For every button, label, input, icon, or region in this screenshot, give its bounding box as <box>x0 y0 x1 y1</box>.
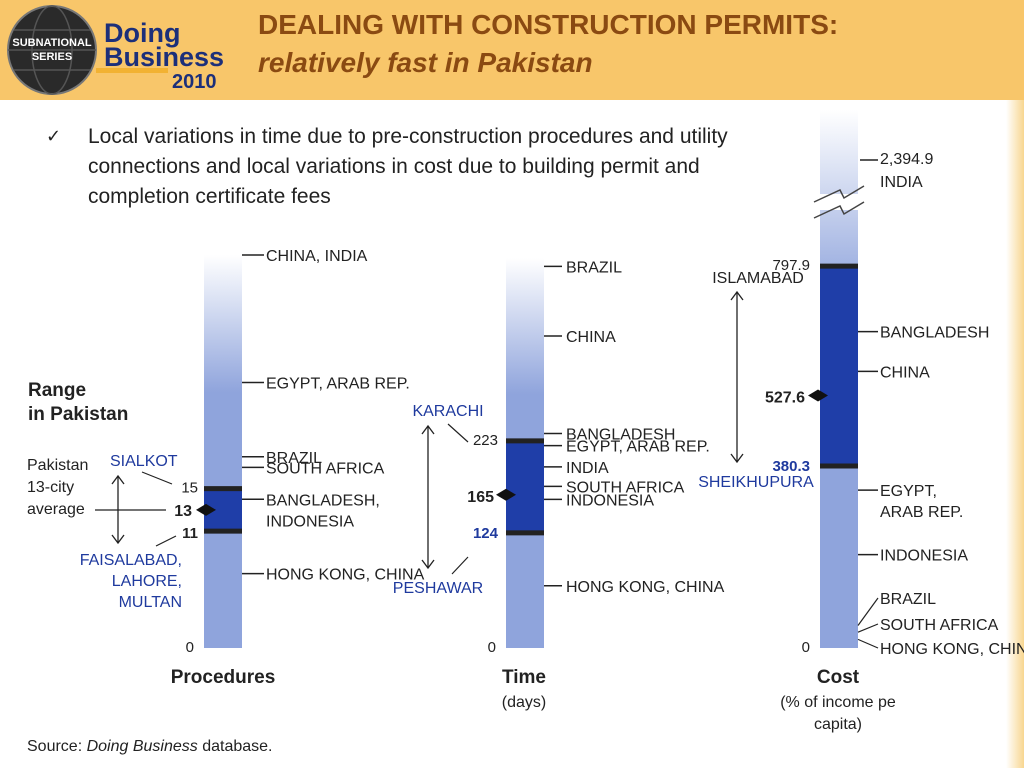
procedures-average-label-line2: 13-city <box>27 479 74 496</box>
check-icon: ✓ <box>46 126 62 147</box>
procedures-comparator-label: BANGLADESH, <box>266 492 380 509</box>
time-max-connector <box>447 423 469 443</box>
time-comparator-label: SOUTH AFRICA <box>566 479 685 496</box>
cost-range-arrow <box>730 290 744 464</box>
bullet-text: Local variations in time due to pre-cons… <box>88 125 728 208</box>
cost-axis-zero: 0 <box>802 639 810 656</box>
cost-axis-break-lower <box>813 201 865 219</box>
procedures-max-cities: SIALKOT <box>110 453 178 470</box>
procedures-range-arrow-head-up <box>111 474 125 485</box>
procedures-axis-title: Procedures <box>171 667 276 688</box>
time-comparator-label: HONG KONG, CHINA <box>566 579 725 596</box>
procedures-average-label-line3: average <box>27 501 85 518</box>
time-range-avg: 165 <box>467 489 494 506</box>
procedures-min-connector <box>155 535 177 547</box>
procedures-range-max: 15 <box>181 480 198 497</box>
title-line-1: DEALING WITH CONSTRUCTION PERMITS: <box>258 9 839 40</box>
logo-series: SERIES <box>32 51 72 63</box>
logo-subnational: SUBNATIONAL <box>12 37 92 49</box>
header-banner <box>0 0 1024 100</box>
cost-axis-title: Cost <box>817 667 860 688</box>
cost-comparator-label: CHINA <box>880 364 930 381</box>
procedures-range-arrow-head-down <box>111 534 125 545</box>
procedures-comparator-label: SOUTH AFRICA <box>266 460 385 477</box>
cost-comparator-label: HONG KONG, CHINA <box>880 641 1024 658</box>
procedures-average-marker <box>196 503 216 516</box>
procedures-axis-zero: 0 <box>186 639 194 656</box>
cost-range-arrow-head-up <box>730 290 744 301</box>
cost-range-avg: 527.6 <box>765 390 805 407</box>
source-italic: Doing Business <box>86 738 198 755</box>
time-comparator-label: BANGLADESH <box>566 427 675 444</box>
cost-average-marker <box>808 389 828 402</box>
time-min-cities: PESHAWAR <box>393 580 483 597</box>
time-range-max: 223 <box>473 432 498 449</box>
procedures-max-connector <box>141 471 173 485</box>
procedures-average-label: Pakistan <box>27 457 88 474</box>
cost-comparator-label: BRAZIL <box>880 591 936 608</box>
cost-comparator-tick <box>857 623 879 633</box>
time-max-cities: KARACHI <box>412 403 483 420</box>
cost-range-min: 380.3 <box>772 458 810 475</box>
cost-comparator-label: BANGLADESH <box>880 325 989 342</box>
procedures-comparator-label: CHINA, INDIA <box>266 248 368 265</box>
procedures-comparator-label-line2: INDONESIA <box>266 513 354 530</box>
logo-business: Business <box>104 42 224 72</box>
time-range-min: 124 <box>473 525 499 542</box>
time-comparator-label: INDONESIA <box>566 492 654 509</box>
procedures-comparator-label: BRAZIL <box>266 450 322 467</box>
cost-comparator-label-line2: ARAB REP. <box>880 504 963 521</box>
cost-max-cities: ISLAMABAD <box>712 270 804 287</box>
range-heading-line2: in Pakistan <box>28 404 128 425</box>
cost-comparator-tick <box>857 638 879 649</box>
procedures-comparator-label: HONG KONG, CHINA <box>266 567 425 584</box>
page-title: DEALING WITH CONSTRUCTION PERMITS: relat… <box>258 6 838 82</box>
source-note: Source: Doing Business database. <box>27 738 273 756</box>
time-min-connector <box>451 556 469 575</box>
title-line-2: relatively fast in Pakistan <box>258 47 593 78</box>
cost-axis-unit-line2: capita) <box>814 716 862 733</box>
cost-min-cities: SHEIKHUPURA <box>698 474 814 491</box>
cost-range-max: 797.9 <box>772 257 810 274</box>
procedures-min-cities-line3: MULTAN <box>119 594 182 611</box>
right-decor-strip <box>1006 100 1024 768</box>
cost-axis-unit: (% of income pe <box>780 694 896 711</box>
time-comparator-label: EGYPT, ARAB REP. <box>566 439 710 456</box>
doing-business-logo: SUBNATIONAL SERIES Doing Business 2010 <box>7 5 224 95</box>
cost-pakistan-range <box>820 266 858 466</box>
time-comparator-label: BRAZIL <box>566 259 622 276</box>
procedures-comparator-label: EGYPT, ARAB REP. <box>266 375 410 392</box>
time-pakistan-range <box>506 440 544 533</box>
source-prefix: Source: <box>27 738 87 755</box>
time-axis-unit: (days) <box>502 694 546 711</box>
cost-comparator-label: EGYPT, <box>880 483 937 500</box>
procedures-bar <box>204 255 242 648</box>
cost-comparator-label: SOUTH AFRICA <box>880 617 999 634</box>
range-heading-line1: Range <box>28 380 86 401</box>
procedures-range-arrow <box>111 474 125 545</box>
logo-doing: Doing <box>104 18 180 48</box>
procedures-min-cities-line2: LAHORE, <box>112 573 182 590</box>
cost-axis-break-upper <box>813 185 865 203</box>
procedures-range-avg: 13 <box>174 503 192 520</box>
logo-year: 2010 <box>172 71 217 93</box>
cost-range-arrow-head-down <box>730 453 744 464</box>
source-suffix: database. <box>197 738 273 755</box>
cost-comparator-label: INDIA <box>880 174 923 191</box>
time-axis-zero: 0 <box>488 639 496 656</box>
procedures-range-min: 11 <box>182 525 198 542</box>
time-range-arrow-head-down <box>421 559 435 570</box>
time-axis-title: Time <box>502 667 546 688</box>
cost-comparator-label: INDONESIA <box>880 548 968 565</box>
cost-axis-break-gap <box>814 194 864 210</box>
cost-comparator-tick <box>857 597 879 626</box>
time-comparator-label: INDIA <box>566 460 609 477</box>
procedures-min-cities: FAISALABAD, <box>80 552 182 569</box>
time-range-arrow <box>421 424 435 570</box>
time-comparator-label: CHINA <box>566 329 616 346</box>
time-average-marker <box>496 488 516 501</box>
time-range-arrow-head-up <box>421 424 435 435</box>
cost-comparator-value: 2,394.9 <box>880 151 933 168</box>
